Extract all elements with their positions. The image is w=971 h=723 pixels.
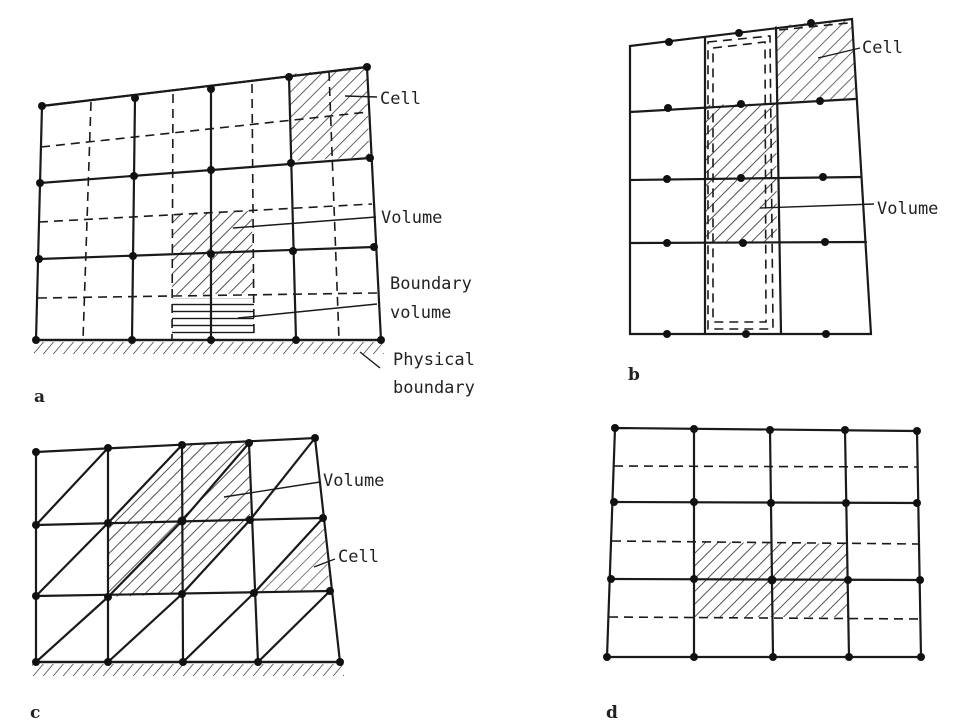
- label-volume-b: Volume: [877, 199, 938, 219]
- panel-letter-c: c: [30, 703, 40, 723]
- cell-hatch-a: [289, 67, 369, 161]
- label-volume-a: Volume: [381, 208, 442, 228]
- panel-letter-d: d: [606, 703, 618, 723]
- label-boundary-volume-a-2: volume: [390, 303, 451, 323]
- panel-d: d: [603, 424, 925, 723]
- nodes-b: [663, 19, 830, 338]
- label-cell-a: Cell: [380, 89, 421, 109]
- ground-hatch-a: [34, 342, 384, 354]
- nodes-d: [603, 424, 925, 661]
- panel-a: Cell Volume Boundary volume Physical bou…: [32, 63, 475, 407]
- ground-hatch-c: [32, 664, 344, 676]
- nodes-a: [32, 63, 385, 344]
- label-cell-b: Cell: [862, 38, 903, 58]
- panel-letter-b: b: [628, 365, 640, 385]
- label-cell-c: Cell: [338, 547, 379, 567]
- panel-b: Cell Volume b: [628, 17, 938, 385]
- label-volume-c: Volume: [323, 471, 384, 491]
- volume-hatch-b: [705, 103, 777, 242]
- panel-c: Volume Cell c: [30, 434, 384, 723]
- label-boundary-volume-a-1: Boundary: [390, 274, 472, 294]
- label-physical-boundary-a-1: Physical: [393, 350, 475, 370]
- cell-hatch-b: [775, 19, 855, 101]
- label-physical-boundary-a-2: boundary: [393, 378, 475, 398]
- nodes-c: [32, 434, 344, 666]
- cell-hatch-c: [254, 518, 330, 593]
- panel-letter-a: a: [34, 387, 45, 407]
